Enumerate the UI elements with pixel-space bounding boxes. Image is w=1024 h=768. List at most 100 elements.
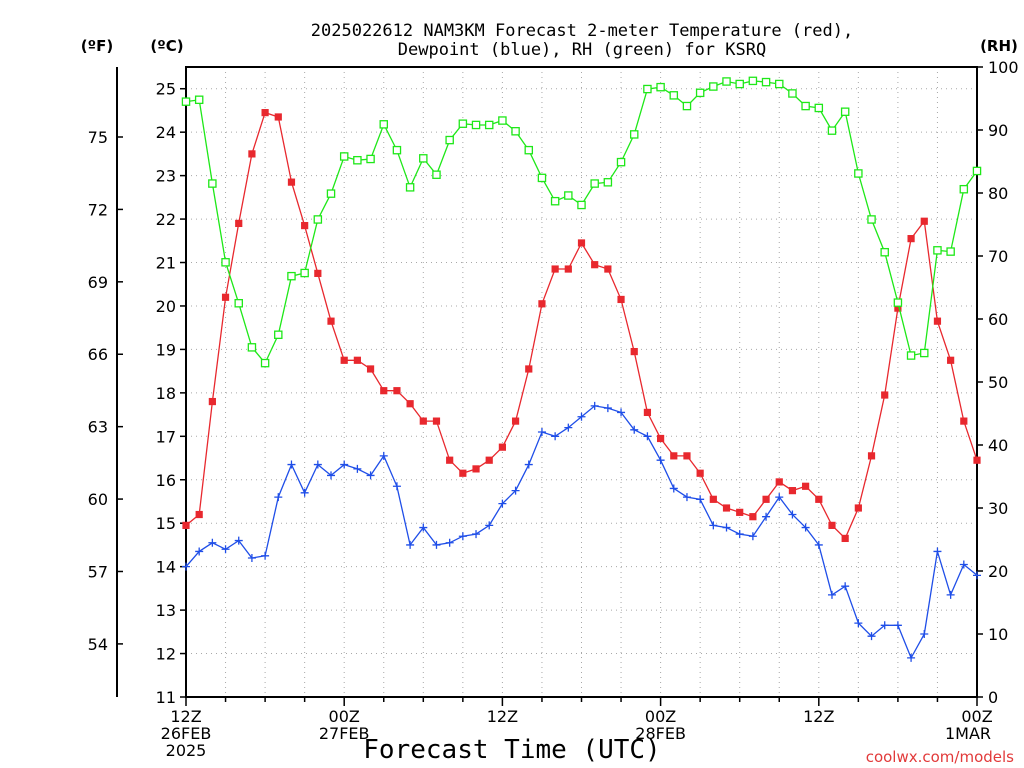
rh-point [577,200,586,210]
dewpoint-point [221,545,230,554]
temperature-point [591,261,599,269]
temperature-point [525,365,533,373]
dewpoint-point [907,653,916,662]
dewpoint-point [841,582,850,591]
rh-point [643,84,652,94]
celsius-tick-label: 23 [156,167,176,186]
rh-point [181,97,191,106]
rh-point [616,157,626,167]
rh-point [656,82,665,92]
rh-point [550,196,560,206]
rh-point [287,271,296,281]
rh-tick-label: 80 [988,184,1008,203]
celsius-tick-label: 21 [156,254,176,273]
rh-point [761,77,771,87]
temperature-point [577,239,586,247]
temperature-point [960,417,968,425]
rh-tick-label: 100 [988,58,1019,77]
grid-lines [186,67,977,698]
rh-point [234,298,243,308]
rh-tick-label: 60 [988,310,1008,329]
dewpoint-point [340,460,349,469]
rh-point [471,120,481,130]
celsius-tick-label: 15 [156,514,176,533]
dewpoint-point [234,536,243,545]
rh-point [603,178,613,187]
temperature-point [920,217,928,225]
temperature-point [854,504,862,512]
axes: 54 57 60 63 66 69 72 75 11 12 13 14 15 16 17 18 19 20 21 22… [88,58,1019,760]
rh-point [511,127,520,136]
rh-point [194,95,204,105]
dewpoint-point [643,432,652,441]
rh-point [392,145,402,155]
temperature-point [933,317,942,325]
dewpoint-point [735,530,744,539]
temperature-point [327,317,335,325]
dewpoint-point [709,521,718,530]
rh-point [814,103,824,113]
x-tick-label: 27FEB [319,724,370,743]
rh-point [920,348,929,358]
temperature-point [208,397,216,406]
temperature-point [841,534,849,543]
temperature-point [366,365,375,373]
x-tick-label: 2025 [166,741,207,760]
dewpoint-point [182,562,190,571]
dewpoint-point [551,432,560,441]
rh-point [590,179,599,188]
rh-point [695,88,705,98]
celsius-tick-label: 13 [156,601,176,620]
fahrenheit-tick-label: 75 [88,128,108,147]
rh-tick-label: 40 [988,436,1008,455]
temperature-point [881,391,889,399]
dewpoint-point [300,488,309,497]
temperature-point [788,487,797,495]
fahrenheit-tick-label: 72 [88,200,108,219]
dewpoint-point [313,460,322,469]
x-tick-label: 00Z [645,707,676,726]
rh-tick-label: 90 [988,121,1008,140]
rh-axis-label: (RH) [980,37,1018,55]
rh-point [274,330,283,339]
rh-point [564,191,573,200]
rh-tick-label: 20 [988,562,1008,581]
rh-point [854,169,863,178]
temperature-point [947,356,955,364]
rh-point [339,152,349,161]
rh-point [893,298,903,307]
rh-point [775,79,784,89]
temperature-point [182,521,190,529]
temperature-point [314,269,322,277]
celsius-tick-label: 14 [156,558,176,577]
fahrenheit-tick-label: 66 [88,345,108,364]
temperature-point [419,417,427,425]
dewpoint-point [893,621,902,630]
dewpoint-point [696,495,705,504]
rh-point [946,247,955,256]
rh-point [735,79,744,89]
dewpoint-point [880,621,889,630]
dewpoint-point [577,412,586,421]
temperature-point [894,304,902,312]
temperature-point [722,504,731,512]
temperature-point [973,456,981,464]
temperature-point [340,356,348,364]
dewpoint-point [959,560,968,569]
watermark: coolwx.com/models [866,748,1014,766]
celsius-axis-label: (ºC) [150,37,183,55]
dewpoint-point [432,540,441,549]
temperature-point [432,417,441,425]
rh-tick-label: 30 [988,499,1008,518]
rh-point [906,351,916,360]
celsius-tick-label: 19 [156,340,176,359]
dewpoint-point [801,523,810,532]
temperature-point [657,434,665,443]
rh-tick-label: 50 [988,373,1008,392]
temperature-point [683,452,691,460]
temperature-point [828,521,836,529]
fahrenheit-tick-label: 69 [88,273,108,292]
dewpoint-point [973,571,981,580]
rh-point [959,184,969,194]
fahrenheit-tick-label: 54 [88,635,108,654]
